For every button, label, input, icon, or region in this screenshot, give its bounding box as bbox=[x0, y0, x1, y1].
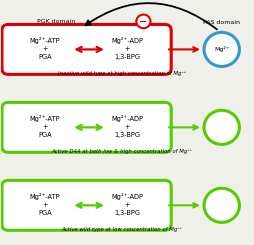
Text: Mg²⁺: Mg²⁺ bbox=[214, 46, 229, 52]
Text: Mg²⁺-ATP
+
PGA: Mg²⁺-ATP + PGA bbox=[29, 37, 60, 60]
Circle shape bbox=[204, 110, 240, 144]
Text: Inactive wild type at high concentration of Mg²⁺: Inactive wild type at high concentration… bbox=[58, 71, 186, 76]
Text: Mg²⁺-ADP
+
1,3-BPG: Mg²⁺-ADP + 1,3-BPG bbox=[111, 37, 143, 60]
Text: PAS domain: PAS domain bbox=[203, 20, 240, 25]
FancyBboxPatch shape bbox=[2, 102, 171, 152]
Circle shape bbox=[204, 188, 240, 222]
Circle shape bbox=[136, 15, 150, 28]
Text: PGK domain: PGK domain bbox=[37, 19, 75, 24]
Text: Mg²⁺-ADP
+
1,3-BPG: Mg²⁺-ADP + 1,3-BPG bbox=[111, 115, 143, 138]
Text: Mg²⁺-ATP
+
PGA: Mg²⁺-ATP + PGA bbox=[29, 193, 60, 216]
FancyArrowPatch shape bbox=[85, 3, 217, 29]
Text: Mg²⁺-ADP
+
1,3-BPG: Mg²⁺-ADP + 1,3-BPG bbox=[111, 193, 143, 216]
Circle shape bbox=[204, 32, 240, 66]
Text: Active D4A at both low & high concentration of Mg²⁺: Active D4A at both low & high concentrat… bbox=[51, 149, 193, 154]
Text: Mg²⁺-ATP
+
PGA: Mg²⁺-ATP + PGA bbox=[29, 115, 60, 138]
FancyBboxPatch shape bbox=[2, 24, 171, 74]
Text: −: − bbox=[139, 17, 148, 27]
FancyBboxPatch shape bbox=[2, 180, 171, 230]
Text: Active wild type at low concentration of Mg²⁺: Active wild type at low concentration of… bbox=[61, 227, 183, 232]
